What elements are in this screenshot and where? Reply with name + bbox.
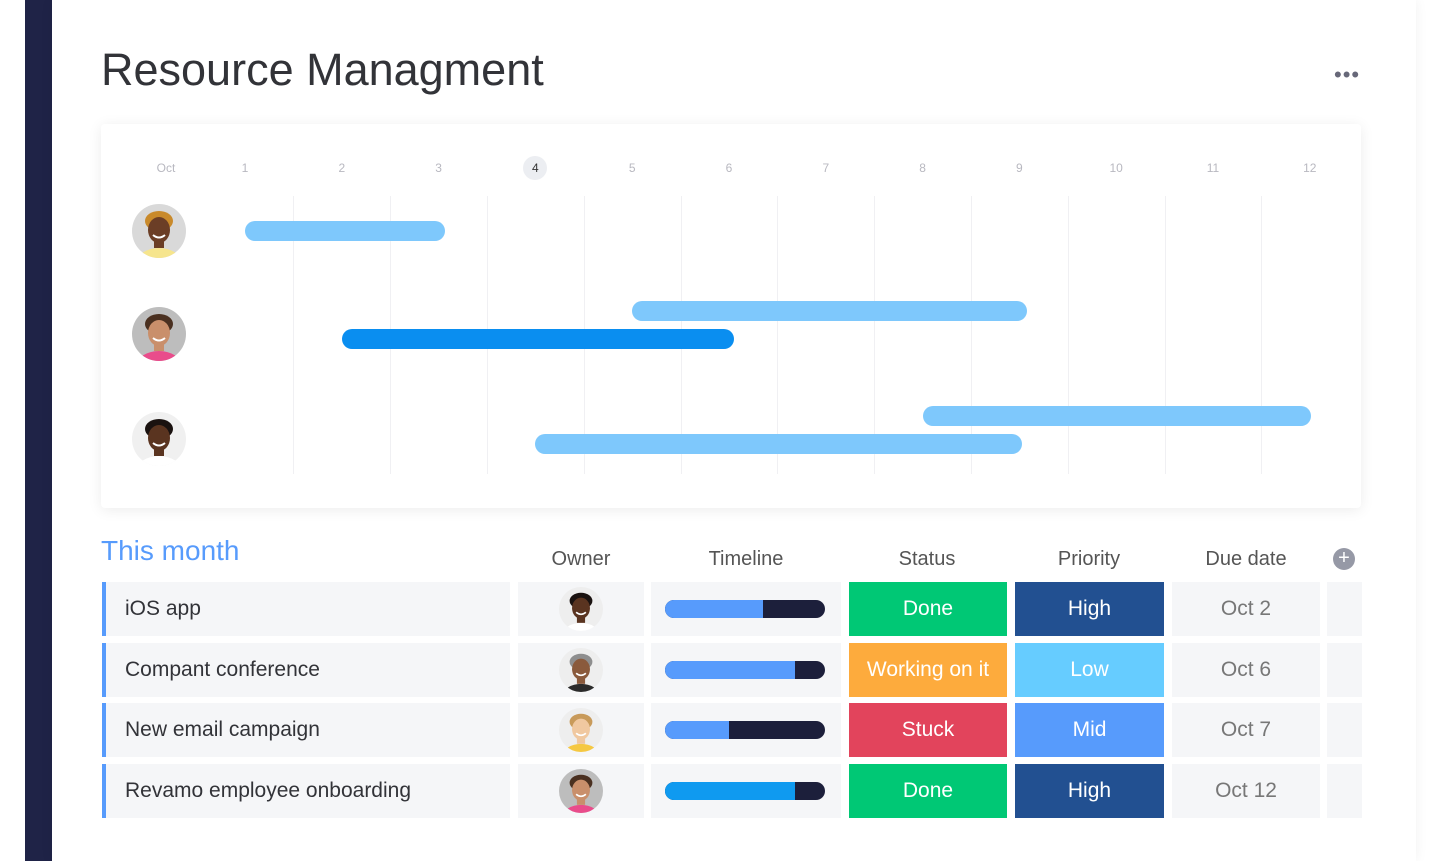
- status-badge[interactable]: Stuck: [849, 703, 1007, 757]
- due-date[interactable]: Oct 12: [1172, 763, 1320, 818]
- timeline-progress-fill: [665, 721, 729, 739]
- day-label: 8: [919, 161, 926, 175]
- gantt-bar[interactable]: [632, 301, 1028, 321]
- empty-cell: [1327, 582, 1362, 636]
- avatar[interactable]: [132, 412, 186, 466]
- timeline-progress-bar: [665, 781, 825, 800]
- grid-line: [1164, 196, 1166, 474]
- owner-cell[interactable]: [518, 763, 644, 818]
- avatar[interactable]: [559, 587, 603, 631]
- day-label: 5: [628, 161, 636, 175]
- empty-cell: [1327, 642, 1362, 697]
- timeline-progress-bar: [665, 660, 825, 679]
- priority-badge[interactable]: High: [1015, 763, 1164, 818]
- grid-line: [874, 196, 876, 474]
- column-header-due-date[interactable]: Due date: [1205, 548, 1287, 570]
- gantt-bar[interactable]: [341, 329, 734, 349]
- item-name[interactable]: New email campaign: [102, 703, 510, 757]
- timeline-cell[interactable]: [651, 642, 841, 697]
- avatar[interactable]: [132, 204, 186, 258]
- gantt-chart: Oct 1 2 3 4 5 6 7 8 9 10 11 12: [101, 124, 1361, 508]
- avatar[interactable]: [559, 647, 603, 692]
- timeline-cell[interactable]: [651, 582, 841, 636]
- day-label: 1: [241, 161, 249, 175]
- table-row[interactable]: New email campaign Stuck Mid Oct 7: [102, 703, 1362, 757]
- gantt-bar[interactable]: [245, 221, 446, 241]
- item-name[interactable]: iOS app: [102, 582, 510, 636]
- item-name[interactable]: Compant conference: [102, 642, 510, 697]
- day-label: 4: [523, 156, 548, 180]
- page-title: Resource Managment: [101, 44, 544, 95]
- priority-badge[interactable]: High: [1015, 582, 1164, 636]
- plus-circle-icon[interactable]: +: [1333, 548, 1355, 570]
- day-label: 11: [1206, 161, 1220, 175]
- empty-cell: [1327, 763, 1362, 818]
- status-badge[interactable]: Done: [849, 582, 1007, 636]
- due-date[interactable]: Oct 2: [1172, 582, 1320, 636]
- ellipsis-icon[interactable]: •••: [1334, 62, 1361, 87]
- day-label: 2: [338, 161, 346, 175]
- day-label: 7: [822, 161, 830, 175]
- due-date[interactable]: Oct 6: [1172, 642, 1320, 697]
- grid-line: [1261, 196, 1263, 474]
- avatar[interactable]: [559, 708, 603, 752]
- owner-cell[interactable]: [518, 582, 644, 636]
- avatar[interactable]: [559, 768, 603, 813]
- grid-line: [1067, 196, 1069, 474]
- grid-line: [971, 196, 972, 474]
- day-label: 9: [1016, 161, 1023, 175]
- column-header-priority[interactable]: Priority: [1057, 548, 1121, 570]
- table-row[interactable]: iOS app Done High Oct 2: [102, 582, 1362, 636]
- priority-badge[interactable]: Mid: [1015, 703, 1164, 757]
- column-header-timeline[interactable]: Timeline: [708, 548, 784, 570]
- owner-cell[interactable]: [518, 703, 644, 757]
- month-label: Oct: [156, 161, 176, 175]
- day-label: 3: [435, 161, 442, 175]
- gantt-bar[interactable]: [535, 434, 1023, 454]
- owner-cell[interactable]: [518, 642, 644, 697]
- table-row[interactable]: Compant conference Working on it Low Oct…: [102, 642, 1362, 697]
- timeline-cell[interactable]: [651, 703, 841, 757]
- day-label: 10: [1109, 161, 1123, 175]
- status-badge[interactable]: Working on it: [849, 642, 1007, 697]
- priority-badge[interactable]: Low: [1015, 642, 1164, 697]
- timeline-progress-fill: [665, 781, 795, 800]
- timeline-progress-bar: [665, 600, 825, 618]
- gantt-bar[interactable]: [922, 406, 1311, 426]
- empty-cell: [1327, 703, 1362, 757]
- timeline-progress-fill: [665, 600, 763, 618]
- section-title[interactable]: This month: [101, 535, 240, 566]
- avatar[interactable]: [132, 307, 186, 361]
- grid-line: [293, 196, 295, 474]
- left-sidebar-strip: [25, 0, 52, 861]
- item-name[interactable]: Revamo employee onboarding: [102, 763, 510, 818]
- due-date[interactable]: Oct 7: [1172, 703, 1320, 757]
- day-label: 12: [1303, 161, 1317, 175]
- timeline-cell[interactable]: [651, 763, 841, 818]
- table-row[interactable]: Revamo employee onboarding Done High Oct…: [102, 763, 1362, 818]
- column-header-status[interactable]: Status: [898, 548, 956, 570]
- timeline-progress-fill: [665, 660, 795, 679]
- day-label: 6: [725, 161, 733, 175]
- timeline-progress-bar: [665, 721, 825, 739]
- column-header-owner[interactable]: Owner: [551, 548, 611, 570]
- grid-line: [777, 196, 779, 474]
- status-badge[interactable]: Done: [849, 763, 1007, 818]
